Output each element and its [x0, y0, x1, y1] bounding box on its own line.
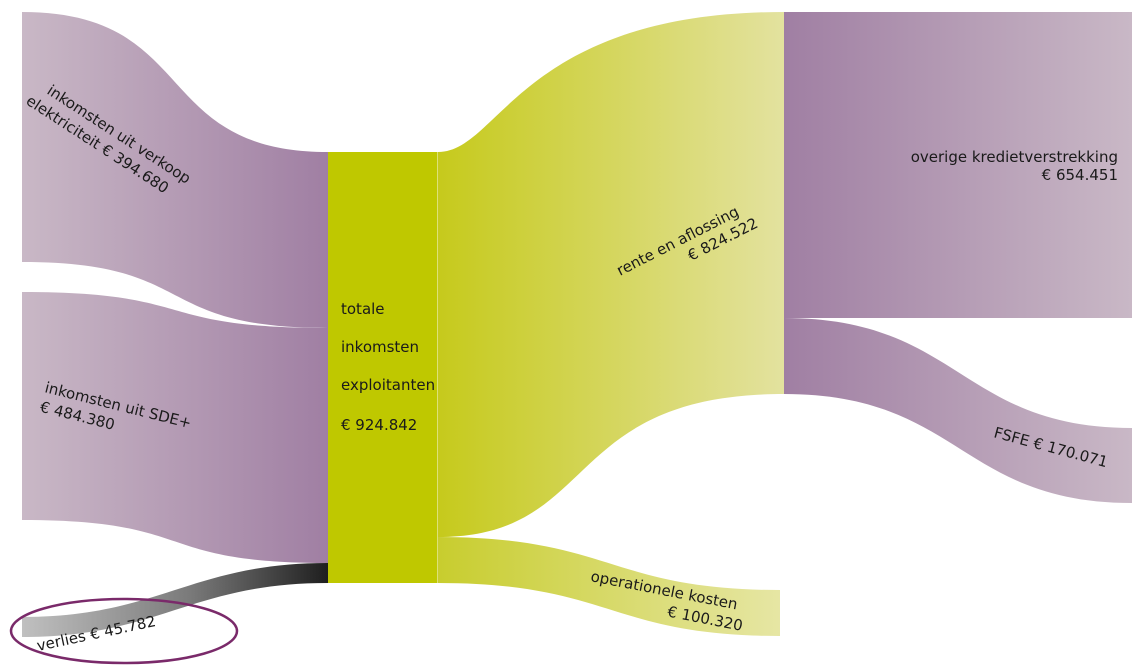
flow-verkoop-to-totaal	[22, 12, 328, 328]
flow-rente-to-overig	[784, 12, 1132, 318]
flow-totaal-to-operationeel	[438, 537, 780, 636]
verlies-highlight-ellipse	[9, 597, 239, 665]
flow-verlies-to-totaal	[22, 563, 328, 637]
node-totaal	[328, 152, 438, 583]
flow-totaal-to-rente	[438, 12, 784, 537]
label-overig-value: € 654.451	[1042, 166, 1118, 184]
flow-rente-to-fsfe	[784, 318, 1132, 503]
label-overig-line1: overige kredietverstrekking	[911, 148, 1118, 166]
label-totaal-line2: inkomsten	[341, 338, 419, 356]
label-totaal-value: € 924.842	[341, 416, 417, 434]
label-totaal-line1: totale	[341, 300, 385, 318]
label-totaal-line3: exploitanten	[341, 376, 435, 394]
flow-sde-to-totaal	[22, 292, 328, 563]
